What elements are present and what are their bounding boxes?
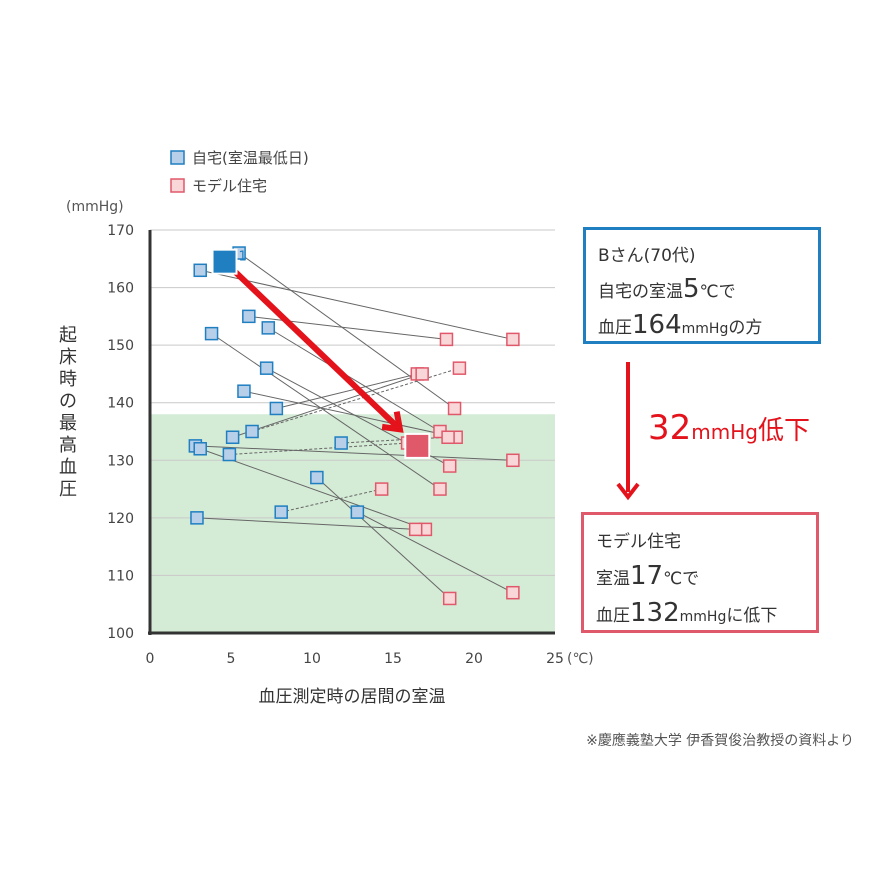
home-point [350,505,365,519]
home-point [245,424,259,439]
y-tick-label: 170 [107,223,134,239]
pair-connector-line [248,315,447,340]
person-b-card: Bさん(70代) 自宅の室温5℃で 血圧164mmHgの方 [583,227,821,344]
person-b-line2: 自宅の室温5℃で [598,274,736,304]
person-b-line3: 血圧164mmHgの方 [598,310,763,340]
legend-label-model: モデル住宅 [192,177,267,195]
home-point [269,401,284,416]
y-tick-label: 140 [107,396,134,412]
pair-connector-line [357,511,514,594]
down-arrow-head [616,482,640,501]
pair-connector-line [268,327,441,432]
source-note: ※慶應義塾大学 伊香賀俊治教授の資料より [586,732,854,749]
y-tick-label: 130 [107,453,134,469]
model-point [408,522,423,537]
model-house-card: モデル住宅 室温17℃で 血圧132mmHgに低下 [581,512,819,633]
highlight-arrow-head [381,411,404,433]
home-point [190,511,204,525]
home-point [204,326,219,341]
home-point [242,309,256,324]
home-point [274,505,288,519]
y-tick-label: 110 [107,568,134,584]
model-point [442,459,457,473]
pair-connector-line [316,477,451,599]
model-point [442,591,457,606]
model-point [374,482,389,496]
y-axis-label-char: の [59,391,77,412]
home-point [259,361,274,375]
home-point [193,263,207,278]
highlight-model-point [404,432,431,459]
legend-swatch-model [170,178,185,193]
pair-connector-line [196,517,416,530]
x-tick-label: 0 [146,651,155,667]
model-house-line2: 室温17℃で [596,561,700,591]
pair-connector-line [200,448,426,530]
home-point [193,442,207,456]
y-tick-label: 150 [107,338,134,354]
model-point [452,361,467,375]
model-point [506,585,520,600]
pair-connector-line [200,269,513,340]
y-axis-label-char: 圧 [59,479,77,500]
highlight-home-point [211,248,238,275]
person-b-line1: Bさん(70代) [598,246,696,266]
pair-connector-line [276,373,418,409]
target-range-band [150,414,555,633]
model-point [441,430,455,445]
home-point [222,447,237,462]
home-point [261,321,276,335]
model-house-line3: 血圧132mmHgに低下 [596,598,778,628]
model-point [415,367,429,381]
pressure-drop-label: 32mmHg低下 [648,408,810,448]
model-house-line1: モデル住宅 [596,532,681,552]
pair-connector-line [341,436,449,444]
y-axis-label-char: 最 [59,413,77,434]
legend-label-home: 自宅(室温最低日) [192,149,309,167]
model-point [433,482,447,496]
y-axis-label-char: 血 [59,457,77,478]
model-point [447,401,462,416]
model-point [439,332,454,347]
x-tick-label: 25 [546,651,564,667]
pair-connector-line [232,373,423,438]
model-point [506,453,520,468]
legend-swatch-home [170,150,185,165]
pair-connector-line [243,390,457,438]
pair-connector-line [195,445,513,461]
x-tick-label: 15 [384,651,402,667]
home-point [225,430,240,445]
x-axis-label: 血圧測定時の居間の室温 [259,687,446,707]
pair-connector-line [211,333,441,490]
x-tick-label: 5 [227,651,236,667]
highlight-home-label: 1 [239,250,247,265]
home-point [237,384,251,398]
x-tick-label: 10 [303,651,321,667]
x-tick-label: 20 [465,651,483,667]
model-point [506,332,520,347]
x-axis-unit: (℃) [567,651,594,667]
home-point [310,470,324,485]
y-tick-label: 160 [107,281,134,297]
pair-connector-line [238,252,455,409]
y-axis-label-char: 高 [59,435,77,456]
y-axis-label-char: 床 [59,347,77,368]
pair-connector-line [281,488,382,513]
y-axis-unit: (mmHg) [66,199,124,215]
y-tick-label: 120 [107,511,134,527]
home-point [334,436,348,450]
y-axis-label-char: 起 [59,325,77,346]
y-tick-label: 100 [107,626,134,642]
highlight-arrow-shaft [231,268,398,427]
y-axis-label-char: 時 [59,369,77,390]
